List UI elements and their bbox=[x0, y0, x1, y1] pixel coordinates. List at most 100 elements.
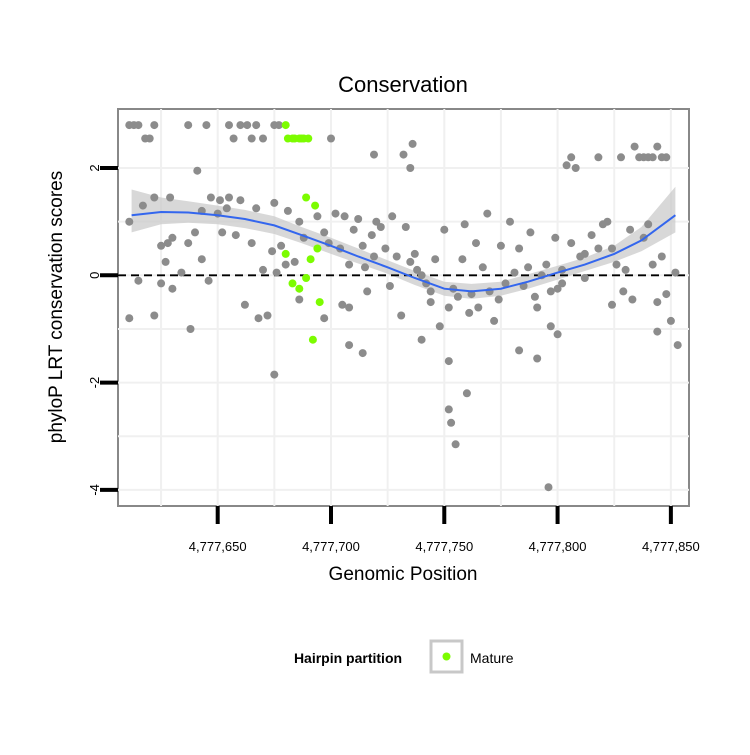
data-point bbox=[417, 271, 426, 280]
data-point bbox=[125, 314, 134, 323]
data-point bbox=[653, 327, 662, 336]
data-point bbox=[474, 303, 483, 312]
data-point bbox=[247, 239, 256, 248]
data-point bbox=[270, 198, 279, 207]
data-point bbox=[458, 255, 467, 264]
data-point bbox=[447, 418, 456, 427]
data-point bbox=[594, 244, 603, 253]
data-point bbox=[621, 265, 630, 274]
data-point bbox=[138, 201, 147, 210]
data-point bbox=[225, 121, 233, 130]
data-point bbox=[177, 268, 186, 277]
data-point bbox=[283, 206, 292, 215]
data-point bbox=[526, 228, 535, 237]
data-point bbox=[157, 241, 166, 250]
y-tick-label: -2 bbox=[87, 377, 102, 389]
data-point bbox=[524, 263, 533, 272]
data-point bbox=[290, 257, 299, 266]
data-point bbox=[594, 153, 603, 162]
data-point bbox=[401, 223, 410, 231]
data-point bbox=[222, 204, 231, 213]
data-point bbox=[644, 220, 653, 229]
data-point bbox=[510, 268, 519, 277]
data-point bbox=[145, 134, 154, 143]
data-point bbox=[653, 298, 662, 307]
data-point bbox=[562, 161, 571, 170]
data-point bbox=[608, 244, 616, 253]
data-point bbox=[657, 252, 666, 261]
data-point bbox=[648, 260, 657, 269]
data-point bbox=[231, 231, 240, 240]
data-point bbox=[150, 193, 159, 202]
smooth-line-group bbox=[131, 210, 676, 293]
data-point bbox=[397, 311, 406, 320]
data-point bbox=[580, 274, 589, 282]
data-point bbox=[544, 483, 553, 492]
data-point bbox=[530, 292, 539, 301]
data-point bbox=[254, 314, 263, 323]
data-point bbox=[431, 255, 440, 264]
x-tick-label: 4,777,750 bbox=[415, 539, 473, 554]
data-point bbox=[666, 316, 675, 325]
data-point bbox=[515, 346, 524, 355]
data-point bbox=[327, 134, 335, 143]
data-point-mature bbox=[315, 298, 324, 307]
data-point bbox=[444, 357, 453, 366]
legend-title: Hairpin partition bbox=[294, 650, 402, 666]
data-point bbox=[370, 252, 378, 261]
data-point bbox=[426, 287, 435, 296]
data-point bbox=[465, 308, 474, 317]
data-point bbox=[202, 121, 211, 130]
data-point-mature bbox=[288, 279, 297, 288]
data-point bbox=[483, 209, 492, 218]
data-point-mature bbox=[281, 249, 290, 258]
data-point bbox=[320, 228, 329, 237]
data-point bbox=[295, 217, 304, 226]
legend-label-mature: Mature bbox=[470, 650, 514, 666]
data-point bbox=[134, 121, 143, 130]
data-point bbox=[354, 215, 363, 223]
data-point bbox=[204, 276, 213, 285]
legend: Hairpin partition Mature bbox=[294, 639, 514, 674]
data-point bbox=[274, 121, 283, 130]
x-tick-label: 4,777,650 bbox=[189, 539, 247, 554]
data-point bbox=[494, 295, 503, 304]
data-point-mature bbox=[302, 274, 311, 282]
y-axis-label: phyloP LRT conservation scores bbox=[46, 171, 67, 444]
data-point bbox=[617, 153, 625, 162]
data-point bbox=[320, 314, 329, 323]
data-point bbox=[358, 241, 367, 250]
data-point bbox=[612, 260, 621, 269]
data-point bbox=[345, 341, 354, 350]
data-point bbox=[533, 354, 542, 363]
data-point bbox=[662, 153, 671, 162]
data-point bbox=[259, 134, 267, 143]
data-point bbox=[490, 316, 499, 325]
data-point bbox=[197, 255, 206, 264]
data-point bbox=[440, 225, 449, 234]
data-point-mature bbox=[302, 193, 311, 202]
data-point bbox=[161, 257, 170, 266]
data-point bbox=[381, 244, 390, 253]
data-point-mature bbox=[281, 121, 290, 130]
x-tick-label: 4,777,800 bbox=[529, 539, 587, 554]
data-point bbox=[184, 121, 193, 130]
data-point bbox=[546, 322, 555, 331]
data-point bbox=[648, 153, 657, 162]
data-point-mature bbox=[313, 244, 322, 253]
y-tick-label: 2 bbox=[87, 164, 102, 171]
data-point bbox=[263, 311, 272, 320]
y-tick-label: -4 bbox=[87, 484, 102, 496]
data-point bbox=[453, 292, 462, 301]
data-point bbox=[571, 164, 580, 172]
confidence-band-group bbox=[131, 186, 676, 299]
data-point bbox=[551, 233, 560, 242]
x-tick-label: 4,777,850 bbox=[642, 539, 700, 554]
data-point-mature bbox=[295, 284, 304, 293]
data-point bbox=[399, 150, 408, 159]
data-point bbox=[444, 405, 453, 414]
y-tick-label: 0 bbox=[87, 272, 102, 279]
data-point bbox=[671, 268, 680, 277]
data-point bbox=[150, 311, 159, 320]
data-point bbox=[270, 370, 279, 379]
